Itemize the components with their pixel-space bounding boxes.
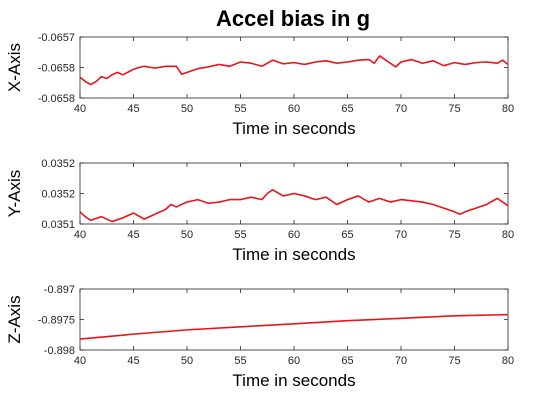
x-tick-label: 55 xyxy=(234,355,246,367)
x-tick-label: 70 xyxy=(395,103,407,115)
y-tick-label: -0.0658 xyxy=(38,63,75,75)
x-tick-label: 75 xyxy=(448,103,460,115)
y-tick-label: 0.0352 xyxy=(41,189,75,201)
x-tick-label: 60 xyxy=(288,355,300,367)
x-tick-label: 50 xyxy=(181,229,193,241)
x-tick-label: 75 xyxy=(448,355,460,367)
y-tick-label: 0.0352 xyxy=(41,158,75,170)
y-axis-label: Y-Axis xyxy=(5,170,24,218)
x-tick-label: 80 xyxy=(502,229,514,241)
y-tick-label: -0.8975 xyxy=(38,315,75,327)
y-tick-label: 0.0351 xyxy=(41,219,75,231)
x-tick-label: 40 xyxy=(74,229,86,241)
x-tick-label: 65 xyxy=(341,355,353,367)
x-axis-label: Time in seconds xyxy=(232,119,355,138)
x-tick-label: 50 xyxy=(181,355,193,367)
series-line-1 xyxy=(79,55,509,86)
x-tick-label: 45 xyxy=(127,103,139,115)
x-tick-label: 45 xyxy=(127,229,139,241)
x-tick-label: 80 xyxy=(502,103,514,115)
series-line-3 xyxy=(79,313,509,340)
x-tick-label: 55 xyxy=(234,229,246,241)
x-tick-label: 70 xyxy=(395,355,407,367)
x-tick-label: 75 xyxy=(448,229,460,241)
x-tick-label: 65 xyxy=(341,103,353,115)
axes-box-1 xyxy=(79,36,509,99)
x-tick-label: 65 xyxy=(341,229,353,241)
x-tick-label: 60 xyxy=(288,229,300,241)
x-tick-label: 45 xyxy=(127,355,139,367)
x-tick-label: 50 xyxy=(181,103,193,115)
x-axis-label: Time in seconds xyxy=(232,245,355,264)
x-tick-label: 80 xyxy=(502,355,514,367)
axes-box-3 xyxy=(79,288,509,351)
figure-title: Accel bias in g xyxy=(216,6,370,31)
x-tick-label: 40 xyxy=(74,355,86,367)
y-axis-label: Z-Axis xyxy=(5,295,24,343)
y-tick-label: -0.0657 xyxy=(38,32,75,44)
x-tick-label: 70 xyxy=(395,229,407,241)
series-line-2 xyxy=(79,189,509,223)
y-tick-label: -0.897 xyxy=(44,284,75,296)
x-tick-label: 55 xyxy=(234,103,246,115)
y-tick-label: -0.0658 xyxy=(38,93,75,105)
y-tick-label: -0.898 xyxy=(44,345,75,357)
x-tick-label: 40 xyxy=(74,103,86,115)
x-tick-label: 60 xyxy=(288,103,300,115)
subplot-3: 40 45 50 55 60 65 70 75 80 -0.898 -0.8975 -0.897 Tim… xyxy=(5,284,514,390)
subplot-1: 40 45 50 55 60 65 70 75 80 -0.0658 -0.0658 -0.0657 T… xyxy=(5,32,514,138)
x-axis-label: Time in seconds xyxy=(232,371,355,390)
y-axis-label: X-Axis xyxy=(5,43,24,92)
subplot-2: 40 45 50 55 60 65 70 75 80 0.0351 0.0352 0.0352 Time… xyxy=(5,158,514,264)
